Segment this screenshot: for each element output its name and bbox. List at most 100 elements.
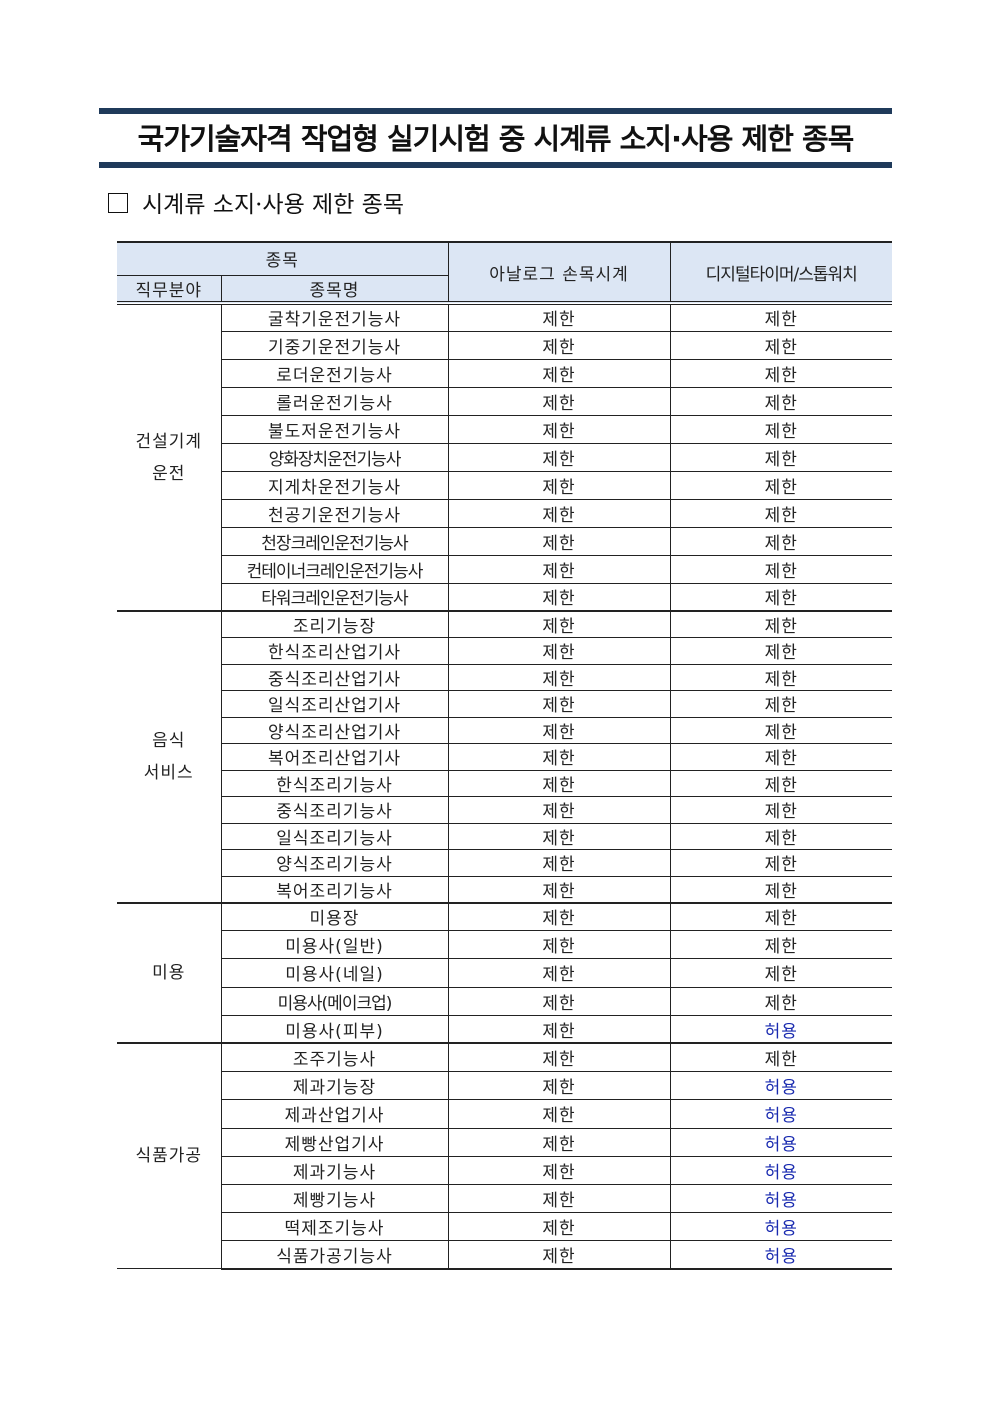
item-name-cell: 조리기능장 xyxy=(220,610,449,638)
analog-watch-cell: 제한 xyxy=(447,796,671,824)
item-name-cell: 복어조리기능사 xyxy=(221,875,449,903)
digital-timer-cell: 제한 xyxy=(669,330,892,360)
table-row: 미용사(피부) 제한 허용 xyxy=(117,1014,892,1044)
digital-timer-cell: 제한 xyxy=(669,930,892,960)
analog-watch-cell: 제한 xyxy=(447,582,671,612)
item-name-cell: 미용사(일반) xyxy=(221,930,449,960)
digital-timer-cell: 허용 xyxy=(669,1240,892,1270)
analog-watch-cell: 제한 xyxy=(447,386,671,416)
analog-watch-cell: 제한 xyxy=(447,498,671,528)
item-name-cell: 조주기능사 xyxy=(220,1042,449,1073)
item-name-cell: 제과산업기사 xyxy=(221,1099,449,1129)
title-bottom-rule xyxy=(99,162,892,168)
square-bullet-icon xyxy=(108,193,128,213)
item-name-cell: 미용사(메이크업) xyxy=(221,986,449,1016)
digital-timer-cell: 제한 xyxy=(669,663,892,691)
item-name-cell: 제빵기능사 xyxy=(221,1183,449,1214)
table-row: 양식조리산업기사 제한 제한 xyxy=(117,716,892,744)
item-name-cell: 식품가공기능사 xyxy=(221,1240,449,1270)
item-name-cell: 타워크레인운전기능사 xyxy=(221,582,449,612)
item-name-cell: 미용사(피부) xyxy=(221,1014,449,1044)
item-name-cell: 제과기능장 xyxy=(221,1071,449,1101)
item-name-cell: 지게차운전기능사 xyxy=(221,470,449,500)
field-cell: 식품가공 xyxy=(117,1042,222,1270)
analog-watch-cell: 제한 xyxy=(447,442,671,472)
item-name-cell: 불도저운전기능사 xyxy=(221,414,449,444)
table-row: 미용사(네일) 제한 제한 xyxy=(117,958,892,988)
table-row: 컨테이너크레인운전기능사 제한 제한 xyxy=(117,554,892,584)
item-name-cell: 한식조리산업기사 xyxy=(221,637,449,665)
digital-timer-cell: 허용 xyxy=(669,1071,892,1101)
analog-watch-cell: 제한 xyxy=(447,1127,671,1157)
table-row: 식품가공기능사 제한 허용 xyxy=(117,1240,892,1270)
analog-watch-cell: 제한 xyxy=(447,901,671,932)
item-name-cell: 떡제조기능사 xyxy=(221,1212,449,1242)
analog-watch-cell: 제한 xyxy=(447,610,671,638)
item-name-cell: 복어조리산업기사 xyxy=(221,743,449,771)
table-row: 복어조리기능사 제한 제한 xyxy=(117,875,892,903)
analog-watch-cell: 제한 xyxy=(447,414,671,444)
digital-timer-cell: 제한 xyxy=(669,582,892,612)
analog-watch-cell: 제한 xyxy=(447,849,671,877)
analog-watch-cell: 제한 xyxy=(447,1071,671,1101)
table-row: 제빵산업기사 제한 허용 xyxy=(117,1127,892,1157)
item-name-cell: 컨테이너크레인운전기능사 xyxy=(221,554,449,584)
table-row: 지게차운전기능사 제한 제한 xyxy=(117,470,892,500)
header-digital-timer: 디지털타이머/스톱워치 xyxy=(669,241,892,305)
analog-watch-cell: 제한 xyxy=(447,554,671,584)
item-name-cell: 양식조리기능사 xyxy=(221,849,449,877)
analog-watch-cell: 제한 xyxy=(447,716,671,744)
digital-timer-cell: 제한 xyxy=(669,958,892,988)
analog-watch-cell: 제한 xyxy=(447,663,671,691)
digital-timer-cell: 제한 xyxy=(669,690,892,718)
digital-timer-cell: 제한 xyxy=(669,1042,892,1073)
item-name-cell: 미용사(네일) xyxy=(221,958,449,988)
digital-timer-cell: 제한 xyxy=(669,414,892,444)
item-name-cell: 양화장치운전기능사 xyxy=(221,442,449,472)
table-row: 떡제조기능사 제한 허용 xyxy=(117,1212,892,1242)
digital-timer-cell: 허용 xyxy=(669,1099,892,1129)
header-analog-watch: 아날로그 손목시계 xyxy=(447,241,671,305)
table-row: 제과산업기사 제한 허용 xyxy=(117,1099,892,1129)
digital-timer-cell: 제한 xyxy=(669,554,892,584)
digital-timer-cell: 제한 xyxy=(669,358,892,388)
field-cell: 건설기계 운전 xyxy=(117,302,222,612)
table-row: 음식 서비스 조리기능장 제한 제한 xyxy=(117,610,892,903)
item-name-cell: 기중기운전기능사 xyxy=(221,330,449,360)
analog-watch-cell: 제한 xyxy=(447,986,671,1016)
digital-timer-cell: 제한 xyxy=(669,526,892,556)
table-row: 기중기운전기능사 제한 제한 xyxy=(117,330,892,360)
table-row: 중식조리기능사 제한 제한 xyxy=(117,796,892,824)
digital-timer-cell: 허용 xyxy=(669,1183,892,1214)
item-name-cell: 미용장 xyxy=(220,901,449,932)
analog-watch-cell: 제한 xyxy=(447,1014,671,1044)
analog-watch-cell: 제한 xyxy=(447,1240,671,1270)
analog-watch-cell: 제한 xyxy=(447,637,671,665)
digital-timer-cell: 제한 xyxy=(669,822,892,850)
restriction-table: 종목 아날로그 손목시계 디지털타이머/스톱워치 직무분야 종목명 건설기계 운… xyxy=(117,241,892,1270)
digital-timer-cell: 제한 xyxy=(669,901,892,932)
table-row: 미용사(일반) 제한 제한 xyxy=(117,930,892,960)
analog-watch-cell: 제한 xyxy=(447,875,671,903)
analog-watch-cell: 제한 xyxy=(447,526,671,556)
table-row: 제빵기능사 제한 허용 xyxy=(117,1183,892,1214)
analog-watch-cell: 제한 xyxy=(447,1042,671,1073)
table-row: 건설기계 운전 굴착기운전기능사 제한 제한 xyxy=(117,302,892,612)
item-name-cell: 천공기운전기능사 xyxy=(221,498,449,528)
digital-timer-cell: 제한 xyxy=(669,610,892,638)
analog-watch-cell: 제한 xyxy=(447,1099,671,1129)
header-item: 종목 xyxy=(117,241,449,276)
table-row: 타워크레인운전기능사 제한 제한 xyxy=(117,582,892,612)
digital-timer-cell: 제한 xyxy=(669,442,892,472)
item-name-cell: 양식조리산업기사 xyxy=(221,716,449,744)
analog-watch-cell: 제한 xyxy=(447,690,671,718)
section-heading-text: 시계류 소지·사용 제한 종목 xyxy=(142,192,405,218)
analog-watch-cell: 제한 xyxy=(447,330,671,360)
analog-watch-cell: 제한 xyxy=(447,1183,671,1214)
table-row: 로더운전기능사 제한 제한 xyxy=(117,358,892,388)
digital-timer-cell: 허용 xyxy=(669,1155,892,1185)
title-top-rule xyxy=(99,108,892,114)
table-row: 식품가공 조주기능사 제한 제한 xyxy=(117,1042,892,1270)
table-row: 제과기능사 제한 허용 xyxy=(117,1155,892,1185)
